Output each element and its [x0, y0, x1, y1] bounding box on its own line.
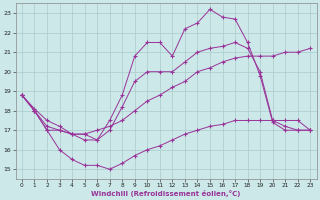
X-axis label: Windchill (Refroidissement éolien,°C): Windchill (Refroidissement éolien,°C) [92, 190, 241, 197]
